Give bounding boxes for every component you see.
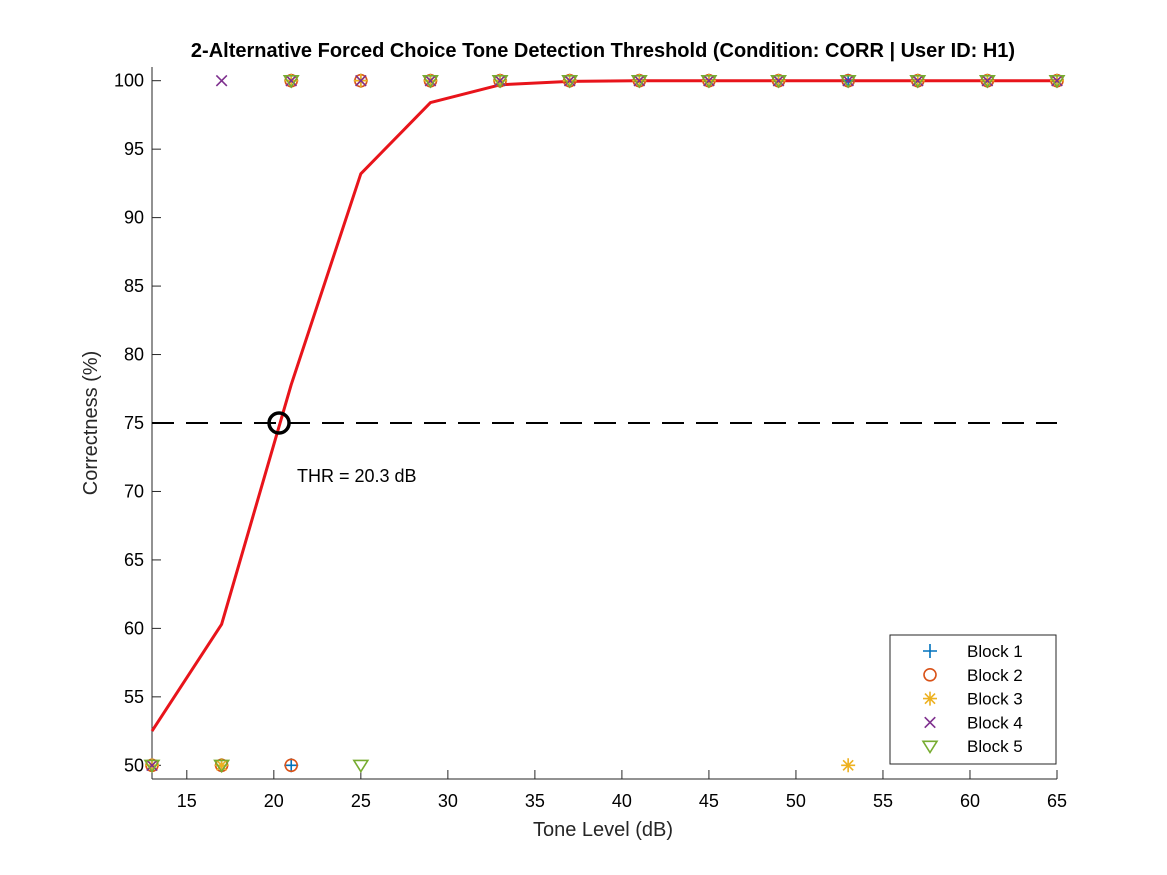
- y-tick-label: 60: [124, 618, 144, 638]
- data-point: [424, 74, 437, 87]
- legend-marker: [923, 667, 937, 682]
- data-point: [630, 74, 648, 89]
- x-axis-ticks: 15 20 25 30 35 40 45 50 55 60 65: [177, 770, 1067, 811]
- data-point: [143, 759, 161, 774]
- threshold-annotation: THR = 20.3 dB: [297, 466, 417, 486]
- y-tick-label: 95: [124, 139, 144, 159]
- y-tick-label: 50: [124, 755, 144, 775]
- chart-title: 2-Alternative Forced Choice Tone Detecti…: [191, 40, 1015, 62]
- data-point: [214, 758, 229, 773]
- data-point: [213, 759, 231, 774]
- data-point: [911, 74, 924, 87]
- data-point: [352, 759, 370, 774]
- x-tick-label: 35: [525, 791, 545, 811]
- x-tick-label: 30: [438, 791, 458, 811]
- data-point: [1048, 74, 1066, 89]
- data-point: [284, 758, 299, 773]
- data-point: [561, 74, 579, 89]
- y-tick-label: 90: [124, 208, 144, 228]
- legend-label: Block 2: [967, 666, 1023, 685]
- plot-area: [143, 73, 1066, 774]
- data-point: [839, 74, 857, 89]
- data-point: [282, 74, 300, 89]
- y-tick-label: 65: [124, 550, 144, 570]
- data-point: [491, 74, 509, 89]
- legend-label: Block 1: [967, 642, 1023, 661]
- psychometric-fit-line: [150, 79, 1057, 732]
- y-tick-label: 70: [124, 481, 144, 501]
- series-block-5: [143, 74, 1066, 774]
- x-tick-label: 15: [177, 791, 197, 811]
- legend-label: Block 3: [967, 690, 1023, 709]
- y-axis-label: Correctness (%): [80, 351, 102, 495]
- y-tick-label: 100: [114, 71, 144, 91]
- x-tick-label: 25: [351, 791, 371, 811]
- legend-marker: [921, 740, 939, 755]
- data-point: [285, 74, 298, 87]
- data-point: [981, 74, 994, 87]
- data-point: [422, 74, 439, 89]
- y-tick-label: 85: [124, 276, 144, 296]
- legend: Block 1 Block 2 Block 3 Block 4 Block 5: [889, 634, 1057, 765]
- x-tick-label: 50: [786, 791, 806, 811]
- data-point: [772, 74, 785, 87]
- y-tick-label: 80: [124, 345, 144, 365]
- data-point: [770, 74, 787, 89]
- x-tick-label: 55: [873, 791, 893, 811]
- data-point: [215, 74, 228, 87]
- x-tick-label: 65: [1047, 791, 1067, 811]
- legend-marker: [924, 716, 936, 729]
- data-point: [1051, 74, 1063, 87]
- x-tick-label: 20: [264, 791, 284, 811]
- data-point: [909, 74, 927, 89]
- legend-label: Block 4: [967, 713, 1023, 732]
- data-point: [841, 758, 856, 773]
- data-point: [703, 74, 715, 87]
- y-tick-label: 75: [124, 413, 144, 433]
- data-point: [633, 74, 646, 87]
- data-point: [146, 759, 158, 772]
- data-point: [978, 74, 996, 89]
- data-point: [494, 74, 506, 87]
- legend-box: [889, 634, 1057, 765]
- y-tick-label: 55: [124, 687, 144, 707]
- x-tick-label: 45: [699, 791, 719, 811]
- data-point: [355, 74, 367, 87]
- data-point: [563, 74, 576, 87]
- y-axis-ticks: 50 55 60 65 70 75 80 85 90 95 100: [114, 71, 161, 775]
- x-axis-label: Tone Level (dB): [533, 819, 673, 841]
- legend-marker: [923, 644, 937, 658]
- x-tick-label: 60: [960, 791, 980, 811]
- data-point: [842, 74, 854, 87]
- legend-marker: [923, 691, 937, 706]
- data-point: [700, 74, 718, 89]
- x-tick-label: 40: [612, 791, 632, 811]
- legend-label: Block 5: [967, 737, 1023, 756]
- threshold-point-marker: [267, 411, 291, 435]
- series-block-4: [146, 74, 1063, 772]
- data-point: [284, 758, 299, 773]
